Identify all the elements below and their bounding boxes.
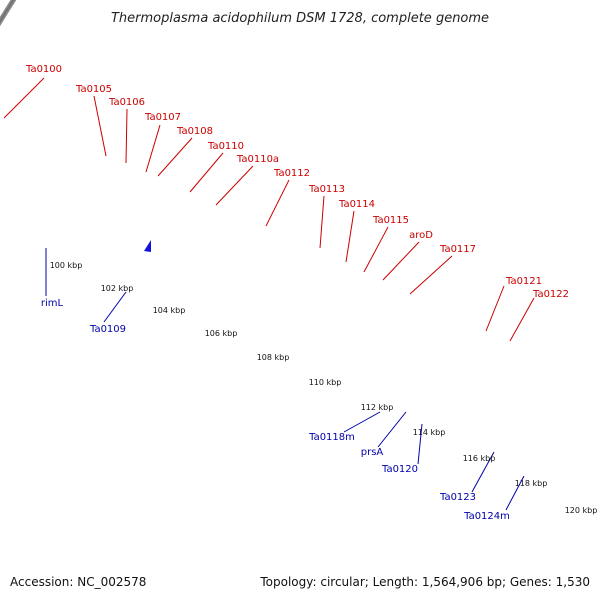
gene-label-Ta0124m: Ta0124m (463, 511, 510, 522)
scale-label: 116 kbp (463, 454, 496, 463)
genome-backbone (0, 0, 17, 27)
leader-fwd-8 (319, 195, 325, 249)
leader-rev-6 (505, 475, 525, 511)
leader-rev-3 (377, 411, 407, 448)
origin-marker (144, 240, 151, 252)
gene-label-Ta0105: Ta0105 (75, 84, 112, 95)
gene-label-Ta0114: Ta0114 (338, 199, 375, 210)
gene-label-Ta0106: Ta0106 (108, 97, 145, 108)
gene-label-Ta0118m: Ta0118m (308, 432, 355, 443)
gene-label-Ta0110: Ta0110 (207, 141, 244, 152)
gene-label-Ta0108: Ta0108 (176, 126, 213, 137)
gene-label-Ta0113: Ta0113 (308, 184, 345, 195)
leader-fwd-2 (125, 108, 128, 164)
leader-fwd-1 (93, 95, 107, 157)
leader-fwd-4 (157, 137, 193, 177)
backbone-core (0, 0, 15, 23)
gene-label-Ta0112: Ta0112 (273, 168, 310, 179)
scale-label: 114 kbp (413, 428, 446, 437)
scale-label: 118 kbp (515, 479, 548, 488)
scale-label: 100 kbp (50, 261, 83, 270)
gene-label-Ta0109: Ta0109 (89, 324, 126, 335)
scale-label: 112 kbp (361, 403, 394, 412)
leader-fwd-12 (409, 255, 453, 295)
gene-label-Ta0107: Ta0107 (144, 112, 181, 123)
gene-label-Ta0123: Ta0123 (439, 492, 476, 503)
scale-label: 106 kbp (205, 329, 238, 338)
leader-fwd-10 (363, 226, 389, 273)
gene-label-Ta0120: Ta0120 (381, 464, 418, 475)
scale-labels: 100 kbp 102 kbp 104 kbp 106 kbp 108 kbp 110 k… (50, 261, 598, 515)
backbone-arc (0, 0, 17, 27)
gene-label-Ta0115: Ta0115 (372, 215, 409, 226)
gene-label-Ta0100: Ta0100 (25, 64, 62, 75)
leader-fwd-13 (485, 285, 505, 332)
accession-text: Accession: NC_002578 (10, 575, 146, 589)
gene-label-prsA: prsA (361, 447, 384, 458)
gene-label-Ta0122: Ta0122 (532, 289, 569, 300)
leader-rev-1 (103, 291, 127, 323)
map-title: Thermoplasma acidophilum DSM 1728, compl… (111, 11, 489, 26)
gene-label-rimL: rimL (41, 298, 64, 309)
scale-label: 120 kbp (565, 506, 598, 515)
scale-label: 110 kbp (309, 378, 342, 387)
leader-fwd-9 (345, 210, 355, 263)
leader-fwd-6 (215, 165, 254, 206)
gene-label-Ta0110a: Ta0110a (236, 154, 279, 165)
leader-fwd-0 (3, 77, 45, 119)
gene-label-aroD: aroD (409, 230, 433, 241)
scale-label: 108 kbp (257, 353, 290, 362)
gene-labels: Ta0100 Ta0105 Ta0106 Ta0107 Ta0108 Ta0110 Ta01… (25, 64, 569, 522)
scale-label: 102 kbp (101, 284, 134, 293)
leader-fwd-14 (509, 297, 535, 342)
topology-text: Topology: circular; Length: 1,564,906 bp… (259, 575, 590, 589)
gene-label-Ta0117: Ta0117 (439, 244, 476, 255)
leader-rev-2 (343, 411, 381, 433)
gene-label-Ta0121: Ta0121 (505, 276, 542, 287)
leader-fwd-5 (189, 152, 224, 193)
label-leaders (3, 77, 535, 511)
leader-fwd-3 (145, 124, 161, 173)
leader-rev-5 (471, 451, 495, 493)
leader-fwd-11 (382, 241, 420, 281)
scale-label: 104 kbp (153, 306, 186, 315)
leader-fwd-7 (265, 179, 290, 227)
leader-rev-4 (417, 423, 423, 465)
